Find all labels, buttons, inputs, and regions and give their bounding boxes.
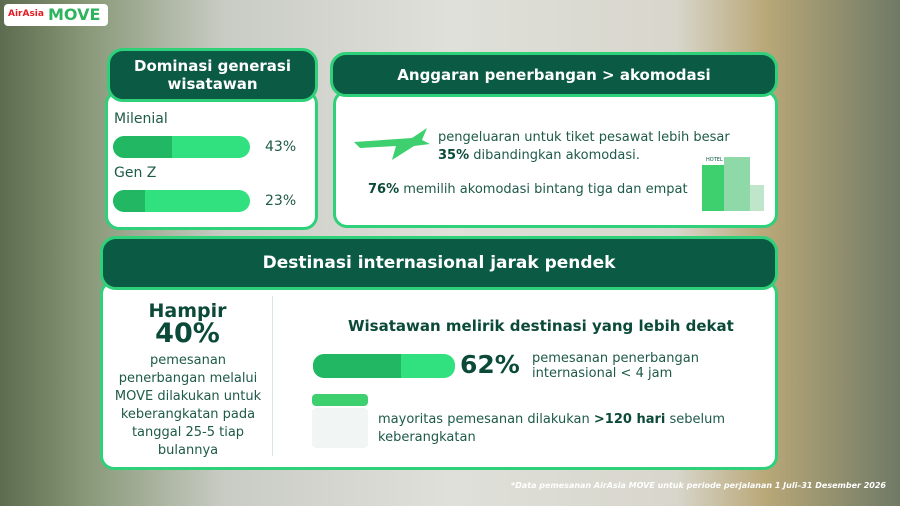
highlight: 40% [155,318,220,349]
destination-title: Destinasi internasional jarak pendek [100,236,778,290]
text: sebelum keberangkatan [378,412,726,445]
note: mayoritas pemesanan dilakukan >120 hari … [378,411,738,447]
bar-label: 23% [265,193,297,209]
hotel-icon [702,157,764,211]
bar-track [313,354,455,378]
highlight: 76% [368,182,400,197]
text: dibandingkan akomodasi. [473,148,640,163]
text: mayoritas pemesanan dilakukan [378,412,590,427]
item-name: Milenial [114,111,168,127]
left-text: pemesanan penerbangan melalui MOVE dilak… [114,353,262,458]
item-name: Gen Z [114,165,157,181]
text: memilih akomodasi bintang tiga dan empat [403,182,688,197]
hotel-text: 76% memilih akomodasi bintang tiga dan e… [368,182,688,197]
logo-brand: AirAsia [8,9,44,19]
hotel-sign: HOTEL [706,157,723,163]
logo: AirAsia MOVE [4,4,108,26]
generation-title: Dominasi generasi wisatawan [107,48,318,102]
divider [272,296,273,456]
bar [313,354,402,378]
plane-icon [354,128,430,160]
subtitle: Wisatawan melirik destinasi yang lebih d… [348,317,734,335]
highlight: >120 hari [593,412,666,427]
bar [113,190,145,212]
logo-product: MOVE [48,5,101,24]
footnote: *Data pemesanan AirAsia MOVE untuk perio… [511,481,886,490]
calendar-icon [312,394,368,448]
bar-track [113,136,250,158]
text: pengeluaran untuk tiket pesawat lebih be… [438,130,730,145]
lead: Hampir [148,300,227,322]
highlight: 35% [438,148,470,163]
flight-text: pengeluaran untuk tiket pesawat lebih be… [438,129,778,165]
bar-label: 62% [460,350,520,379]
budget-title: Anggaran penerbangan > akomodasi [330,52,778,97]
bar-label: 43% [265,139,297,155]
bar [113,136,172,158]
bar-track [113,190,250,212]
bar-text: pemesanan penerbangan internasional < 4 … [532,351,699,381]
